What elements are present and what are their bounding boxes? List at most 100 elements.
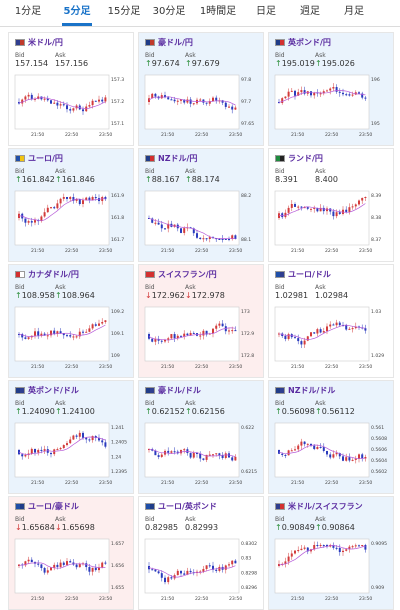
price-chart: 161.9 161.8 161.7 21:50 22:50 23:50 bbox=[14, 190, 124, 254]
ask-value: ↓172.978 bbox=[185, 291, 225, 300]
flag-icon bbox=[15, 387, 25, 394]
currency-card[interactable]: カナダドル/円 Bid Ask ↑108.958 ↑108.964 109.2 109.1 1… bbox=[8, 264, 134, 378]
flag-icon bbox=[275, 271, 285, 278]
ask-value: ↑0.90864 bbox=[315, 523, 355, 532]
ask-value: ↑161.846 bbox=[55, 175, 95, 184]
x-tick-label: 22:50 bbox=[325, 248, 338, 254]
y-tick-label: 0.5602 bbox=[371, 469, 387, 475]
y-tick-label: 0.8298 bbox=[241, 570, 257, 576]
bid-value: ↓1.65684 bbox=[15, 523, 55, 532]
x-tick-label: 22:50 bbox=[195, 364, 208, 370]
x-tick-label: 21:50 bbox=[31, 248, 44, 254]
x-tick-label: 21:50 bbox=[161, 596, 174, 602]
tab-4[interactable]: 1時間足 bbox=[199, 6, 237, 17]
pair-title[interactable]: ユーロ/円 bbox=[15, 153, 63, 165]
pair-title[interactable]: ユーロ/豪ドル bbox=[15, 501, 79, 513]
pair-title[interactable]: 米ドル/スイスフラン bbox=[275, 501, 363, 513]
pair-title[interactable]: NZドル/円 bbox=[145, 153, 197, 165]
price-chart: 0.8302 0.83 0.8298 0.8296 21:50 22:50 23:50 bbox=[144, 538, 257, 602]
flag-icon bbox=[15, 39, 25, 46]
pair-title[interactable]: 英ポンド/円 bbox=[275, 37, 331, 49]
y-tick-label: 172.8 bbox=[241, 353, 254, 359]
flag-icon bbox=[145, 271, 155, 278]
pair-name: 豪ドル/ドル bbox=[158, 386, 201, 395]
x-tick-label: 21:50 bbox=[291, 480, 304, 486]
pair-title[interactable]: ユーロ/英ポンド bbox=[145, 501, 217, 513]
ask-value: 8.400 bbox=[315, 175, 338, 184]
price-chart: 0.9095 0.909 21:50 22:50 23:50 bbox=[274, 538, 387, 602]
bid-value: 1.02981 bbox=[275, 291, 309, 300]
pair-title[interactable]: 豪ドル/ドル bbox=[145, 385, 201, 397]
flag-icon bbox=[15, 503, 25, 510]
x-tick-label: 21:50 bbox=[31, 480, 44, 486]
currency-card[interactable]: ユーロ/円 Bid Ask ↑161.842 ↑161.846 161.9 161.8 161… bbox=[8, 148, 134, 262]
price-chart: 196 195 21:50 22:50 23:50 bbox=[274, 74, 380, 138]
x-tick-label: 21:50 bbox=[161, 480, 174, 486]
pair-title[interactable]: NZドル/ドル bbox=[275, 385, 335, 397]
pair-name: 米ドル/スイスフラン bbox=[288, 502, 363, 511]
x-tick-label: 22:50 bbox=[325, 596, 338, 602]
pair-title[interactable]: ユーロ/ドル bbox=[275, 269, 331, 281]
trend-arrow: ↑ bbox=[145, 59, 152, 68]
y-tick-label: 8.37 bbox=[371, 237, 381, 243]
pair-name: 英ポンド/ドル bbox=[28, 386, 79, 395]
ask-label: Ask bbox=[185, 284, 196, 291]
y-tick-label: 97.7 bbox=[241, 99, 251, 105]
tab-0[interactable]: 1分足 bbox=[14, 6, 42, 17]
bid-label: Bid bbox=[15, 516, 25, 523]
tab-1[interactable]: 5分足 bbox=[54, 0, 100, 26]
tab-6[interactable]: 週足 bbox=[300, 6, 320, 17]
trend-arrow: ↑ bbox=[145, 407, 152, 416]
pair-title[interactable]: 豪ドル/円 bbox=[145, 37, 193, 49]
y-tick-label: 109.1 bbox=[111, 331, 124, 337]
y-tick-label: 1.029 bbox=[371, 353, 384, 359]
currency-card[interactable]: 豪ドル/ドル Bid Ask ↑0.62152 ↑0.62156 0.622 0.6215 2… bbox=[138, 380, 264, 494]
pair-title[interactable]: スイスフラン/円 bbox=[145, 269, 217, 281]
trend-arrow: ↑ bbox=[185, 407, 192, 416]
y-tick-label: 172.9 bbox=[241, 331, 254, 337]
trend-arrow: ↑ bbox=[15, 291, 22, 300]
currency-card[interactable]: ユーロ/豪ドル Bid Ask ↓1.65684 ↓1.65698 1.657 1.656 1… bbox=[8, 496, 134, 610]
x-tick-label: 22:50 bbox=[195, 596, 208, 602]
currency-card[interactable]: 米ドル/スイスフラン Bid Ask ↑0.90849 ↑0.90864 0.9095 0.… bbox=[268, 496, 394, 610]
pair-name: 豪ドル/円 bbox=[158, 38, 193, 47]
tab-3[interactable]: 30分足 bbox=[152, 6, 186, 17]
tab-7[interactable]: 月足 bbox=[344, 6, 364, 17]
pair-title[interactable]: カナダドル/円 bbox=[15, 269, 79, 281]
ask-value: ↑0.56112 bbox=[315, 407, 355, 416]
currency-card[interactable]: 豪ドル/円 Bid Ask ↑97.674 ↑97.679 97.8 97.7 97.65 21… bbox=[138, 32, 264, 146]
currency-card[interactable]: スイスフラン/円 Bid Ask ↓172.962 ↓172.978 173 172.9 17… bbox=[138, 264, 264, 378]
x-tick-label: 21:50 bbox=[161, 248, 174, 254]
trend-arrow: ↑ bbox=[55, 407, 62, 416]
x-tick-label: 21:50 bbox=[161, 364, 174, 370]
flag-icon bbox=[145, 387, 155, 394]
currency-card[interactable]: ユーロ/ドル Bid Ask 1.02981 1.02984 1.03 1.029 21:50… bbox=[268, 264, 394, 378]
tab-5[interactable]: 日足 bbox=[256, 6, 276, 17]
currency-card[interactable]: 米ドル/円 Bid Ask 157.154 157.156 157.3 157.2 157.1… bbox=[8, 32, 134, 146]
trend-arrow: ↑ bbox=[185, 175, 192, 184]
x-tick-label: 23:50 bbox=[99, 248, 112, 254]
ask-value: 0.82993 bbox=[185, 523, 219, 532]
ask-label: Ask bbox=[315, 400, 326, 407]
currency-card[interactable]: NZドル/円 Bid Ask ↑88.167 ↑88.174 88.2 88.1 21:50 2… bbox=[138, 148, 264, 262]
currency-card[interactable]: NZドル/ドル Bid Ask ↑0.56098 ↑0.56112 0.561 0.5608… bbox=[268, 380, 394, 494]
currency-card[interactable]: ユーロ/英ポンド Bid Ask 0.82985 0.82993 0.8302 0.83 0.… bbox=[138, 496, 264, 610]
flag-icon bbox=[15, 155, 25, 162]
pair-title[interactable]: 英ポンド/ドル bbox=[15, 385, 79, 397]
bid-label: Bid bbox=[15, 284, 25, 291]
trend-arrow: ↑ bbox=[55, 291, 62, 300]
ask-label: Ask bbox=[185, 400, 196, 407]
pair-title[interactable]: 米ドル/円 bbox=[15, 37, 63, 49]
currency-card[interactable]: 英ポンド/円 Bid Ask ↑195.019 ↑195.026 196 195 21:50 2… bbox=[268, 32, 394, 146]
pair-name: ユーロ/ドル bbox=[288, 270, 331, 279]
pair-title[interactable]: ランド/円 bbox=[275, 153, 323, 165]
y-tick-label: 1.657 bbox=[111, 541, 124, 547]
y-tick-label: 161.8 bbox=[111, 215, 124, 221]
tab-2[interactable]: 15分足 bbox=[107, 6, 141, 17]
y-tick-label: 0.6215 bbox=[241, 469, 257, 475]
ask-value: ↓1.65698 bbox=[55, 523, 95, 532]
currency-card[interactable]: 英ポンド/ドル Bid Ask ↑1.24090 ↑1.24100 1.241 1.2405… bbox=[8, 380, 134, 494]
y-tick-label: 1.656 bbox=[111, 563, 124, 569]
currency-card[interactable]: ランド/円 Bid Ask 8.391 8.400 8.39 8.38 8.37 21:50 22… bbox=[268, 148, 394, 262]
pair-name: カナダドル/円 bbox=[28, 270, 79, 279]
